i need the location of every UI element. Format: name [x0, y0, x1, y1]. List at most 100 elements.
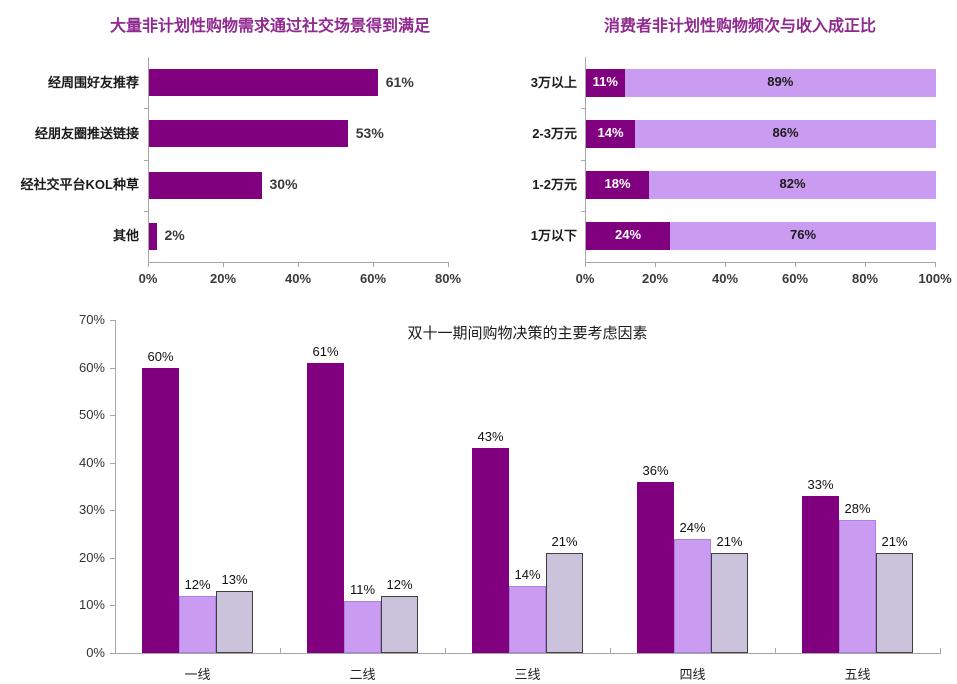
- bar-value-label: 14%: [514, 567, 541, 583]
- stacked-bar-segment: [624, 68, 936, 97]
- bar-value-label: 11%: [349, 581, 376, 597]
- bar: [546, 553, 583, 653]
- category-label: 其他: [112, 228, 139, 244]
- y-axis-tick-label: 10%: [78, 597, 105, 613]
- chart-title: 双十一期间购物决策的主要考虑因素: [407, 325, 648, 342]
- x-axis-tick: [585, 262, 586, 267]
- bar: [802, 496, 839, 653]
- bar: [307, 362, 344, 653]
- y-axis-tick-label: 0%: [86, 645, 105, 660]
- x-axis-tick-label: 20%: [641, 271, 669, 286]
- y-axis-tick-label: 70%: [78, 312, 105, 327]
- x-axis-tick: [448, 262, 449, 267]
- segment-value-label: 11%: [592, 73, 618, 89]
- segment-value-label: 89%: [767, 73, 794, 89]
- y-axis-tick: [110, 605, 115, 607]
- category-label: 经朋友圈推送链接: [34, 125, 139, 141]
- bar: [509, 586, 546, 653]
- category-label: 经社交平台KOL种草: [20, 177, 139, 193]
- x-axis-tick-label: 60%: [781, 271, 809, 286]
- category-label: 3万以上: [530, 74, 577, 90]
- category-label: 三线: [514, 667, 541, 682]
- stacked-bar-segment: [670, 222, 936, 251]
- bar: [674, 538, 711, 653]
- y-axis-tick: [144, 210, 148, 212]
- x-axis-tick-label: 100%: [918, 271, 952, 286]
- x-axis-tick: [298, 262, 299, 267]
- x-axis-tick: [445, 648, 446, 653]
- y-axis-tick: [581, 108, 585, 110]
- y-axis-tick: [581, 159, 585, 161]
- chart-decision-factors: 双十一期间购物决策的主要考虑因素 0% 10% 20% 30% 40% 50% 60% 70%…: [0, 300, 957, 684]
- x-axis-tick-label: 20%: [209, 271, 237, 286]
- bar-value-label: 2%: [164, 227, 185, 244]
- y-axis-tick-label: 20%: [78, 549, 105, 565]
- x-axis-tick: [775, 648, 776, 653]
- bar: [142, 367, 179, 653]
- bar: [149, 171, 262, 199]
- chart-income-frequency: 消费者非计划性购物频次与收入成正比 0% 20% 40% 60% 80% 100% 3万以上…: [520, 0, 957, 290]
- x-axis-tick-label: 0%: [138, 271, 158, 286]
- y-axis-tick: [110, 320, 115, 321]
- segment-value-label: 82%: [779, 176, 806, 192]
- y-axis-tick: [110, 415, 115, 417]
- x-axis-line: [115, 653, 941, 654]
- bar: [472, 448, 509, 653]
- bar: [149, 222, 157, 250]
- bar-value-label: 36%: [642, 462, 669, 478]
- bar: [149, 120, 348, 148]
- bar-value-label: 21%: [716, 534, 743, 550]
- segment-value-label: 86%: [772, 124, 799, 140]
- bar-value-label: 21%: [551, 534, 578, 550]
- segment-value-label: 76%: [789, 227, 817, 243]
- bar: [344, 600, 381, 653]
- category-label: 二线: [349, 667, 376, 682]
- y-axis-tick: [144, 159, 148, 161]
- bar: [381, 595, 418, 653]
- bar-value-label: 33%: [807, 477, 834, 492]
- bar-value-label: 30%: [269, 176, 298, 193]
- y-axis-line: [115, 320, 116, 653]
- category-label: 四线: [679, 667, 706, 682]
- bar-value-label: 43%: [477, 429, 504, 445]
- category-label: 1-2万元: [532, 177, 577, 193]
- category-label: 五线: [844, 667, 871, 682]
- x-axis-tick-label: 40%: [711, 271, 739, 286]
- y-axis-tick-label: 30%: [78, 502, 105, 518]
- bar: [839, 519, 876, 653]
- bar-value-label: 24%: [679, 519, 706, 535]
- bar-value-label: 12%: [386, 576, 413, 592]
- x-axis-tick-label: 0%: [575, 271, 595, 286]
- bar-value-label: 28%: [844, 500, 871, 516]
- category-label: 一线: [184, 667, 211, 682]
- x-axis-tick: [610, 648, 611, 653]
- category-label: 经周围好友推荐: [47, 74, 139, 90]
- bar: [149, 69, 378, 97]
- x-axis-tick: [935, 262, 936, 267]
- x-axis-tick: [795, 262, 796, 267]
- chart-social-demand: 大量非计划性购物需求通过社交场景得到满足 0% 20% 40% 60% 80% 经周围好友…: [0, 0, 480, 290]
- y-axis-tick-label: 60%: [78, 359, 105, 375]
- x-axis-tick: [655, 262, 656, 267]
- x-axis-tick: [148, 262, 149, 267]
- x-axis-tick: [865, 262, 866, 267]
- y-axis-tick-label: 50%: [78, 407, 105, 423]
- segment-value-label: 24%: [614, 227, 642, 243]
- x-axis-tick: [940, 648, 941, 653]
- x-axis-tick: [115, 648, 116, 653]
- bar: [216, 591, 253, 653]
- x-axis-tick: [373, 262, 374, 267]
- stacked-bar-segment: [635, 119, 936, 148]
- stacked-bar-segment: [586, 171, 649, 200]
- x-axis-tick: [725, 262, 726, 267]
- bar: [179, 595, 216, 653]
- bar-value-label: 61%: [385, 73, 414, 90]
- bar-value-label: 12%: [184, 576, 211, 592]
- bar-value-label: 61%: [312, 343, 339, 359]
- bar-value-label: 60%: [147, 348, 174, 364]
- y-axis-line: [585, 57, 586, 262]
- bar: [876, 553, 913, 653]
- x-axis-tick-label: 60%: [359, 271, 387, 286]
- y-axis-tick-label: 40%: [78, 454, 105, 470]
